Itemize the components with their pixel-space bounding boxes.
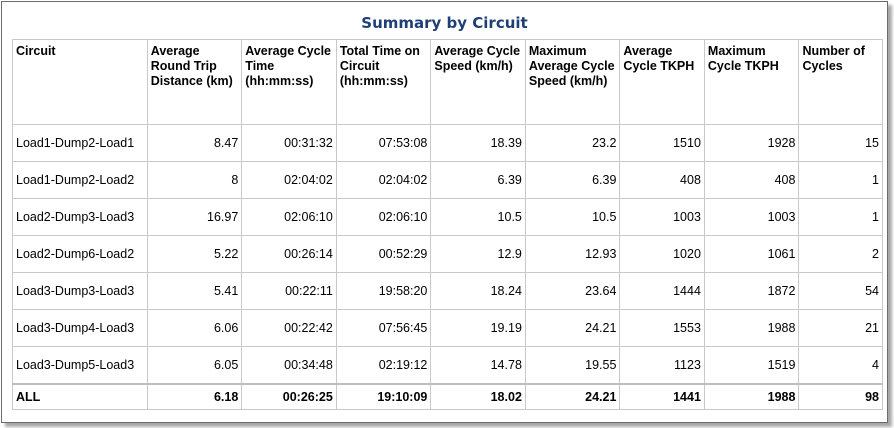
total-cycles-cell: 98 (798, 383, 883, 410)
max-tkph-cell: 408 (703, 161, 800, 199)
table-row: Load1-Dump2-Load1 8.47 00:31:32 07:53:08 18.… (12, 124, 883, 162)
table-row: Load3-Dump3-Load3 5.41 00:22:11 19:58:20 18.… (12, 272, 883, 310)
avg-cycle-time-cell: 00:22:11 (241, 272, 337, 310)
cycles-cell: 15 (798, 124, 883, 162)
summary-table: Circuit Average Round Trip Distance (km)… (12, 39, 883, 410)
circuit-cell: Load2-Dump3-Load3 (12, 198, 148, 236)
max-avg-speed-cell: 19.55 (524, 346, 621, 385)
cycles-cell: 54 (798, 272, 883, 310)
avg-tkph-cell: 1123 (619, 346, 705, 385)
table-row: Load2-Dump3-Load3 16.97 02:06:10 02:06:10 10… (12, 198, 883, 236)
avg-cycle-time-cell: 02:04:02 (241, 161, 337, 199)
avg-distance-cell: 6.06 (146, 309, 243, 347)
total-circuit-cell: ALL (12, 383, 148, 410)
max-avg-speed-cell: 6.39 (524, 161, 621, 199)
avg-speed-cell: 19.19 (430, 309, 526, 347)
avg-cycle-time-cell: 00:26:14 (241, 235, 337, 273)
column-header-max-cycle-tkph: Maximum Cycle TKPH (703, 39, 800, 125)
avg-tkph-cell: 1020 (619, 235, 705, 273)
circuit-cell: Load3-Dump3-Load3 (12, 272, 148, 310)
avg-cycle-time-cell: 02:06:10 (241, 198, 337, 236)
avg-tkph-cell: 1553 (619, 309, 705, 347)
header-row: Circuit Average Round Trip Distance (km)… (12, 39, 883, 125)
total-time-cell: 07:53:08 (335, 124, 432, 162)
cycles-cell: 2 (798, 235, 883, 273)
total-time-cell: 02:19:12 (335, 346, 432, 385)
avg-cycle-time-cell: 00:31:32 (241, 124, 337, 162)
avg-distance-cell: 16.97 (146, 198, 243, 236)
max-tkph-cell: 1872 (703, 272, 800, 310)
avg-speed-cell: 14.78 (430, 346, 526, 385)
column-header-avg-cycle-time: Average Cycle Time (hh:mm:ss) (241, 39, 337, 125)
avg-distance-cell: 8.47 (146, 124, 243, 162)
column-header-avg-round-trip-distance: Average Round Trip Distance (km) (146, 39, 243, 125)
total-row: ALL 6.18 00:26:25 19:10:09 18.02 24.21 1441 198… (12, 383, 883, 410)
total-time-cell: 07:56:45 (335, 309, 432, 347)
circuit-cell: Load3-Dump5-Load3 (12, 346, 148, 385)
column-header-circuit: Circuit (12, 39, 148, 125)
avg-tkph-cell: 1003 (619, 198, 705, 236)
column-header-total-time-on-circuit: Total Time on Circuit (hh:mm:ss) (335, 39, 432, 125)
avg-speed-cell: 6.39 (430, 161, 526, 199)
total-time-cell: 02:04:02 (335, 161, 432, 199)
max-avg-speed-cell: 23.2 (524, 124, 621, 162)
cycles-cell: 4 (798, 346, 883, 385)
circuit-cell: Load2-Dump6-Load2 (12, 235, 148, 273)
max-tkph-cell: 1003 (703, 198, 800, 236)
table-row: Load3-Dump4-Load3 6.06 00:22:42 07:56:45 19.… (12, 309, 883, 347)
avg-distance-cell: 6.05 (146, 346, 243, 385)
max-avg-speed-cell: 23.64 (524, 272, 621, 310)
max-tkph-cell: 1061 (703, 235, 800, 273)
avg-tkph-cell: 408 (619, 161, 705, 199)
total-time-cell: 19:58:20 (335, 272, 432, 310)
avg-distance-cell: 5.22 (146, 235, 243, 273)
avg-speed-cell: 18.39 (430, 124, 526, 162)
table-row: Load2-Dump6-Load2 5.22 00:26:14 00:52:29 12.… (12, 235, 883, 273)
avg-speed-cell: 18.24 (430, 272, 526, 310)
max-avg-speed-cell: 10.5 (524, 198, 621, 236)
total-max-tkph-cell: 1988 (703, 383, 800, 410)
column-header-avg-cycle-tkph: Average Cycle TKPH (619, 39, 705, 125)
total-time-cell: 00:52:29 (335, 235, 432, 273)
avg-cycle-time-cell: 00:34:48 (241, 346, 337, 385)
column-header-avg-cycle-speed: Average Cycle Speed (km/h) (430, 39, 526, 125)
max-tkph-cell: 1519 (703, 346, 800, 385)
max-tkph-cell: 1988 (703, 309, 800, 347)
avg-tkph-cell: 1510 (619, 124, 705, 162)
report-title: Summary by Circuit (361, 14, 528, 32)
report-frame: Summary by Circuit Circuit Average Round… (1, 1, 888, 423)
avg-speed-cell: 10.5 (430, 198, 526, 236)
avg-distance-cell: 5.41 (146, 272, 243, 310)
avg-tkph-cell: 1444 (619, 272, 705, 310)
cycles-cell: 1 (798, 161, 883, 199)
circuit-cell: Load1-Dump2-Load2 (12, 161, 148, 199)
avg-speed-cell: 12.9 (430, 235, 526, 273)
avg-distance-cell: 8 (146, 161, 243, 199)
max-avg-speed-cell: 24.21 (524, 309, 621, 347)
total-total-time-cell: 19:10:09 (335, 383, 432, 410)
total-avg-speed-cell: 18.02 (430, 383, 526, 410)
avg-cycle-time-cell: 00:22:42 (241, 309, 337, 347)
table-row: Load3-Dump5-Load3 6.05 00:34:48 02:19:12 14.… (12, 346, 883, 385)
circuit-cell: Load1-Dump2-Load1 (12, 124, 148, 162)
column-header-number-of-cycles: Number of Cycles (798, 39, 883, 125)
total-avg-tkph-cell: 1441 (619, 383, 705, 410)
total-avg-cycle-time-cell: 00:26:25 (241, 383, 337, 410)
total-avg-distance-cell: 6.18 (146, 383, 243, 410)
total-time-cell: 02:06:10 (335, 198, 432, 236)
max-tkph-cell: 1928 (703, 124, 800, 162)
cycles-cell: 1 (798, 198, 883, 236)
cycles-cell: 21 (798, 309, 883, 347)
column-header-max-avg-cycle-speed: Maximum Average Cycle Speed (km/h) (524, 39, 621, 125)
table-row: Load1-Dump2-Load2 8 02:04:02 02:04:02 6.39 6.… (12, 161, 883, 199)
total-max-avg-speed-cell: 24.21 (524, 383, 621, 410)
circuit-cell: Load3-Dump4-Load3 (12, 309, 148, 347)
max-avg-speed-cell: 12.93 (524, 235, 621, 273)
